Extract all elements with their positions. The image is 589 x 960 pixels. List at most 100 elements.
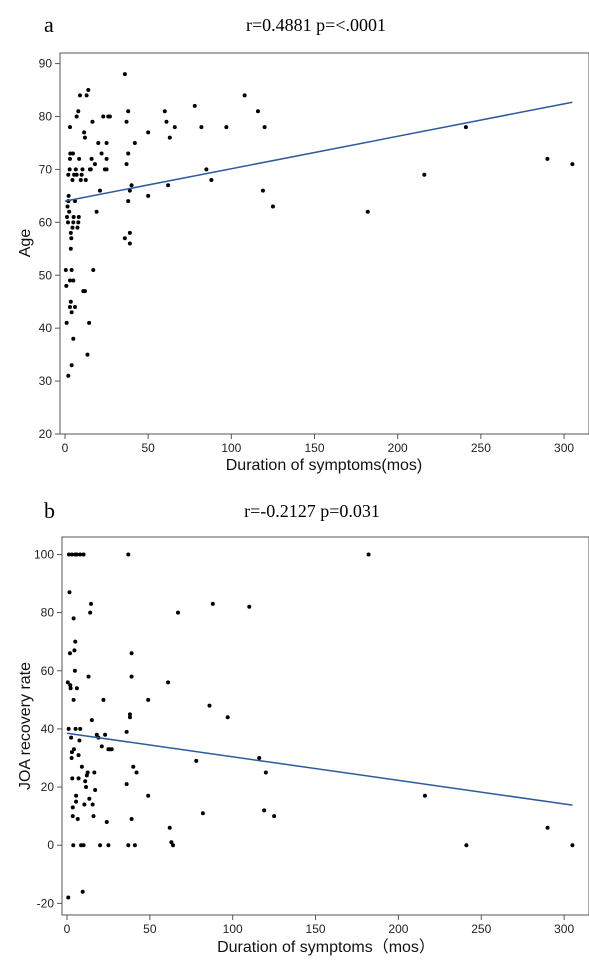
data-point — [83, 779, 88, 784]
data-point — [199, 125, 204, 130]
data-point — [122, 236, 127, 241]
data-point — [68, 246, 73, 251]
x-tick-label: 200 — [388, 922, 408, 936]
x-axis-title-a: Duration of symptoms(mos) — [226, 457, 423, 474]
y-tick-label: 40 — [41, 722, 55, 736]
data-point — [69, 310, 74, 315]
data-point — [69, 267, 74, 272]
data-point — [263, 770, 268, 775]
data-point — [366, 552, 371, 557]
data-point — [92, 162, 97, 167]
points-a — [63, 72, 575, 378]
data-point — [70, 178, 75, 182]
data-point — [77, 738, 82, 743]
y-tick-label: 80 — [41, 606, 55, 620]
x-tick-label: 0 — [64, 922, 71, 936]
data-point — [463, 125, 468, 130]
y-tick-label: 60 — [39, 215, 53, 229]
y-tick-label: 30 — [39, 374, 53, 388]
data-point — [570, 843, 575, 848]
data-point — [90, 119, 95, 124]
data-point — [422, 793, 427, 798]
data-point — [73, 639, 78, 644]
data-point — [101, 697, 106, 702]
data-point — [69, 755, 74, 760]
x-tick-label: 300 — [554, 441, 574, 455]
data-point — [65, 680, 70, 685]
data-point — [167, 135, 172, 140]
data-point — [69, 236, 74, 241]
data-point — [134, 770, 139, 775]
data-point — [99, 151, 104, 156]
panel-letter-b: b — [44, 498, 55, 523]
fit-line-a — [64, 101, 573, 202]
data-point — [82, 130, 87, 135]
data-point — [71, 697, 76, 702]
data-point — [64, 320, 69, 325]
data-point — [129, 651, 134, 656]
data-point — [106, 843, 111, 848]
data-point — [74, 114, 79, 119]
data-point — [65, 204, 70, 209]
data-point — [200, 811, 205, 816]
data-point — [127, 241, 132, 246]
data-point — [204, 167, 209, 172]
data-point — [129, 817, 134, 822]
x-axis-title-b: Duration of symptoms（mos） — [217, 938, 435, 956]
data-point — [68, 683, 73, 688]
data-point — [85, 770, 90, 775]
data-point — [545, 825, 550, 830]
data-point — [71, 220, 76, 225]
ticks-b: 0 50 100 150 200 250 300 -20 0 20 40 60 80 100 — [34, 547, 575, 936]
data-point — [86, 674, 91, 679]
data-point — [65, 220, 70, 225]
data-point — [68, 686, 73, 691]
data-point — [171, 843, 176, 848]
x-tick-label: 0 — [62, 441, 69, 455]
data-point — [86, 88, 91, 93]
data-point — [207, 703, 212, 708]
data-point — [81, 843, 86, 848]
data-point — [260, 188, 265, 193]
data-point — [73, 167, 78, 172]
data-point — [74, 686, 79, 691]
data-point — [67, 305, 72, 309]
data-point — [104, 140, 109, 145]
data-point — [72, 648, 77, 653]
data-point — [122, 72, 127, 77]
y-tick-label: 70 — [39, 162, 53, 176]
data-point — [71, 747, 76, 752]
data-point — [89, 601, 94, 606]
data-point — [365, 209, 370, 214]
data-point — [64, 283, 69, 288]
x-tick-label: 150 — [306, 922, 326, 936]
data-point — [82, 802, 87, 807]
data-point — [70, 225, 75, 230]
y-tick-label: 20 — [39, 427, 53, 441]
data-point — [88, 610, 93, 615]
data-point — [80, 889, 85, 894]
data-point — [78, 552, 83, 557]
data-point — [422, 172, 427, 177]
data-point — [146, 793, 151, 798]
data-point — [126, 199, 131, 204]
data-point — [87, 796, 92, 801]
data-point — [129, 183, 134, 188]
data-point — [247, 604, 252, 609]
data-point — [262, 125, 267, 130]
data-point — [93, 787, 98, 792]
data-point — [545, 156, 550, 161]
data-point — [64, 215, 69, 220]
data-point — [71, 616, 76, 621]
data-point — [97, 188, 102, 193]
data-point — [89, 156, 94, 161]
data-point — [88, 167, 93, 172]
data-point — [77, 93, 82, 98]
data-point — [103, 732, 108, 737]
data-point — [262, 808, 267, 813]
data-point — [79, 172, 84, 177]
data-point — [255, 109, 260, 114]
data-point — [71, 336, 76, 341]
data-point — [89, 718, 94, 723]
data-point — [77, 156, 82, 161]
